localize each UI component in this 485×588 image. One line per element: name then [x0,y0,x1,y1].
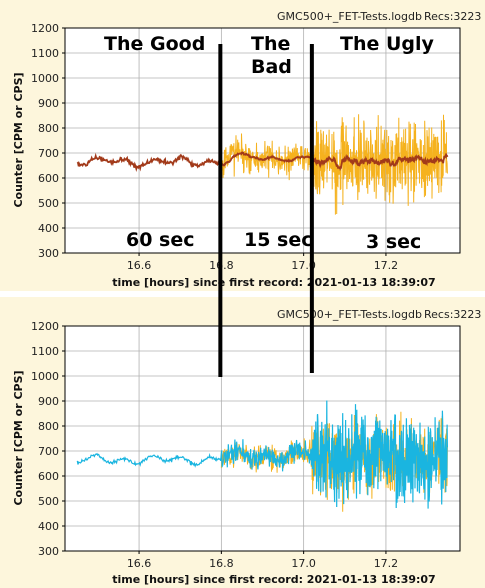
y-tick-label: 1000 [31,72,59,85]
y-tick-label: 1200 [31,320,59,333]
bottom-x-tick-labels: 16.6 16.8 17.0 17.2 [127,551,398,570]
y-tick-label: 500 [38,197,59,210]
y-tick-label: 900 [38,395,59,408]
top-recs-label: Recs:3223 [424,10,481,23]
y-tick-label: 600 [38,172,59,185]
annotation-the-bad-line1: The [251,33,290,55]
top-file-label: GMC500+_FET-Tests.logdb [277,10,422,23]
cyan-data-line [76,400,448,509]
top-x-axis-label: time [hours] since first record: 2021-01… [112,276,435,289]
y-tick-label: 1200 [31,22,59,35]
x-tick-label: 16.6 [127,557,152,570]
x-tick-label: 17.2 [374,557,399,570]
top-x-tick-labels: 16.616.817.017.2 [127,253,398,272]
annotation-the-ugly: The Ugly [340,33,435,55]
y-tick-label: 1100 [31,345,59,358]
raw-data-line [220,114,448,215]
top-y-axis-label: Counter [CPM or CPS] [12,72,25,207]
bottom-y-axis-label: Counter [CPM or CPS] [12,370,25,505]
y-tick-label: 600 [38,470,59,483]
top-raw-series [220,114,448,215]
bottom-y-tick-labels: 300 400 500 600 700 800 900 1000 1100 1200 [31,320,65,558]
top-plot-frame [64,27,461,254]
y-tick-label: 700 [38,445,59,458]
y-tick-label: 700 [38,147,59,160]
annotation-the-good: The Good [104,33,205,55]
top-y-tick-labels: 300 400 500 600 700 800 900 1000 1100 1200 [31,22,65,260]
annotation-3-sec: 3 sec [366,231,421,253]
moving-average-line [76,151,449,173]
y-tick-label: 300 [38,545,59,558]
y-tick-label: 800 [38,420,59,433]
segment-dividers [218,44,314,377]
x-tick-label: 16.8 [209,557,234,570]
bottom-file-label: GMC500+_FET-Tests.logdb [277,308,422,321]
top-average-series [76,151,449,173]
x-tick-label: 17.0 [291,259,316,272]
x-tick-label: 17.2 [374,259,399,272]
annotation-15-sec: 15 sec [244,229,313,251]
y-tick-label: 1100 [31,47,59,60]
y-tick-label: 1000 [31,370,59,383]
x-tick-label: 16.6 [127,259,152,272]
top-plot-area [65,28,460,253]
y-tick-label: 900 [38,97,59,110]
y-tick-label: 500 [38,495,59,508]
panel-separator [0,291,485,297]
annotation-60-sec: 60 sec [126,229,195,251]
annotation-the-bad-line2: Bad [251,56,292,78]
x-tick-label: 17.0 [291,557,316,570]
bottom-cyan-series [76,400,448,509]
y-tick-label: 400 [38,520,59,533]
bottom-plot-frame [64,325,461,552]
y-tick-label: 400 [38,222,59,235]
bottom-x-axis-label: time [hours] since first record: 2021-01… [112,573,435,586]
y-tick-label: 300 [38,247,59,260]
bottom-recs-label: Recs:3223 [424,308,481,321]
y-tick-label: 800 [38,122,59,135]
